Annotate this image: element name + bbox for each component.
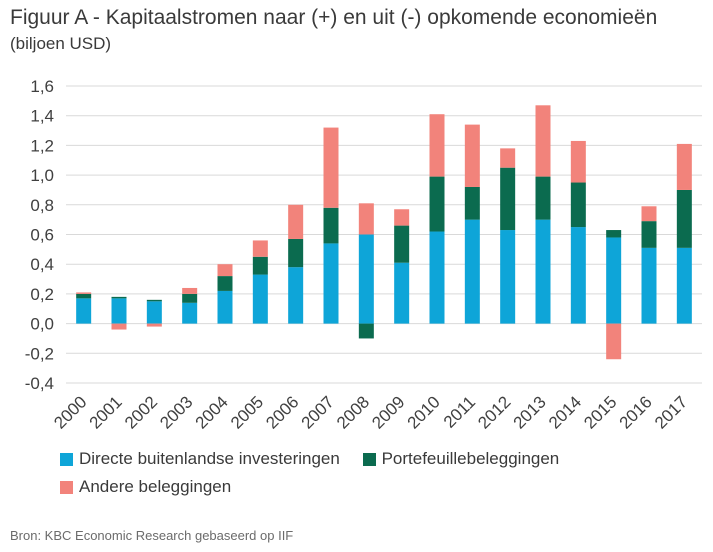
legend-swatch-portfolio	[362, 452, 376, 466]
bar-segment	[323, 243, 339, 324]
legend-item-portfolio: Portefeuillebeleggingen	[362, 449, 560, 469]
bar-segment	[288, 267, 304, 324]
x-tick-label: 2013	[510, 392, 550, 432]
bar-segment	[252, 240, 268, 257]
bar-segment	[500, 230, 516, 324]
x-tick-label: 2016	[616, 392, 656, 432]
bar-segment	[394, 209, 410, 226]
bar-segment	[76, 292, 92, 294]
bar-segment	[641, 221, 657, 248]
x-tick-label: 2006	[262, 392, 302, 432]
x-tick-label: 2005	[227, 392, 267, 432]
bar-segment	[676, 189, 692, 248]
bar-segment	[146, 301, 162, 324]
bar-segment	[570, 227, 586, 324]
y-tick-label: 0,0	[30, 315, 54, 334]
bar-segment	[535, 219, 551, 324]
chart-title: Figuur A - Kapitaalstromen naar (+) en u…	[10, 6, 658, 29]
x-tick-label: 2014	[545, 392, 585, 432]
bar-segment	[323, 127, 339, 208]
bar-segment	[641, 247, 657, 324]
bar-segment	[182, 293, 198, 303]
y-tick-label: 0,6	[30, 226, 54, 245]
x-tick-label: 2012	[474, 392, 514, 432]
bar-segment	[111, 296, 127, 299]
x-tick-label: 2017	[651, 392, 691, 432]
bar-segment	[429, 114, 445, 177]
y-tick-label: 0,4	[30, 255, 54, 274]
bar-segment	[111, 323, 127, 330]
bar-segment	[429, 231, 445, 324]
x-tick-label: 2000	[50, 392, 90, 432]
source-note: Bron: KBC Economic Research gebaseerd op…	[10, 528, 294, 543]
x-tick-label: 2009	[368, 392, 408, 432]
bar-segment	[464, 124, 480, 187]
bar-segment	[500, 148, 516, 168]
bar-segment	[570, 182, 586, 228]
y-tick-label: 1,2	[30, 136, 54, 155]
legend-label-fdi: Directe buitenlandse investeringen	[79, 449, 340, 468]
bar-segment	[535, 176, 551, 220]
y-tick-label: 0,2	[30, 285, 54, 304]
x-tick-label: 2008	[333, 392, 373, 432]
x-tick-label: 2003	[156, 392, 196, 432]
x-tick-label: 2007	[298, 392, 338, 432]
y-tick-label: -0,4	[25, 374, 54, 393]
bar-segment	[111, 298, 127, 324]
legend-item-fdi: Directe buitenlandse investeringen	[60, 449, 340, 469]
bar-segment	[217, 276, 233, 291]
bar-segment	[606, 230, 622, 238]
y-tick-label: 0,8	[30, 196, 54, 215]
bar-segment	[182, 302, 198, 324]
bar-segment	[146, 323, 162, 327]
bar-segment	[641, 206, 657, 222]
x-tick-label: 2010	[404, 392, 444, 432]
legend-label-other: Andere beleggingen	[79, 477, 232, 496]
x-tick-label: 2011	[440, 392, 479, 431]
bar-segment	[606, 237, 622, 324]
bar-segment	[535, 105, 551, 177]
bar-segment	[464, 186, 480, 220]
bar-segment	[394, 262, 410, 324]
bar-segment	[464, 219, 480, 324]
bar-segment	[217, 264, 233, 277]
bar-segment	[76, 298, 92, 324]
chart-legend: Directe buitenlandse investeringen Porte…	[60, 449, 620, 505]
x-tick-label: 2002	[121, 392, 161, 432]
bar-segment	[76, 293, 92, 299]
y-tick-label: 1,4	[30, 107, 54, 126]
legend-swatch-other	[60, 480, 73, 494]
legend-swatch-fdi	[60, 452, 73, 466]
bar-segment	[288, 238, 304, 268]
bar-segment	[429, 176, 445, 232]
bar-segment	[252, 256, 268, 275]
bar-segment	[358, 234, 374, 324]
x-tick-label: 2015	[580, 392, 620, 432]
y-tick-label: 1,0	[30, 166, 54, 185]
bar-segment	[288, 204, 304, 239]
chart-subtitle: (biljoen USD)	[10, 34, 112, 53]
bar-segment	[676, 247, 692, 324]
bar-segment	[146, 299, 162, 302]
legend-item-other: Andere beleggingen	[60, 477, 231, 497]
bar-segment	[570, 140, 586, 183]
bar-segment	[182, 287, 198, 294]
y-tick-label: -0,2	[25, 344, 54, 363]
bar-segment	[394, 225, 410, 263]
bar-segment	[217, 290, 233, 324]
x-tick-label: 2004	[192, 392, 232, 432]
bar-segment	[252, 274, 268, 324]
bar-segment	[676, 143, 692, 190]
x-tick-label: 2001	[86, 392, 126, 432]
bar-segment	[606, 323, 622, 360]
legend-label-portfolio: Portefeuillebeleggingen	[381, 449, 560, 468]
bar-segment	[358, 203, 374, 235]
bar-segment	[323, 207, 339, 244]
bar-segment	[500, 167, 516, 231]
y-tick-label: 1,6	[30, 77, 54, 96]
bar-segment	[358, 323, 374, 339]
